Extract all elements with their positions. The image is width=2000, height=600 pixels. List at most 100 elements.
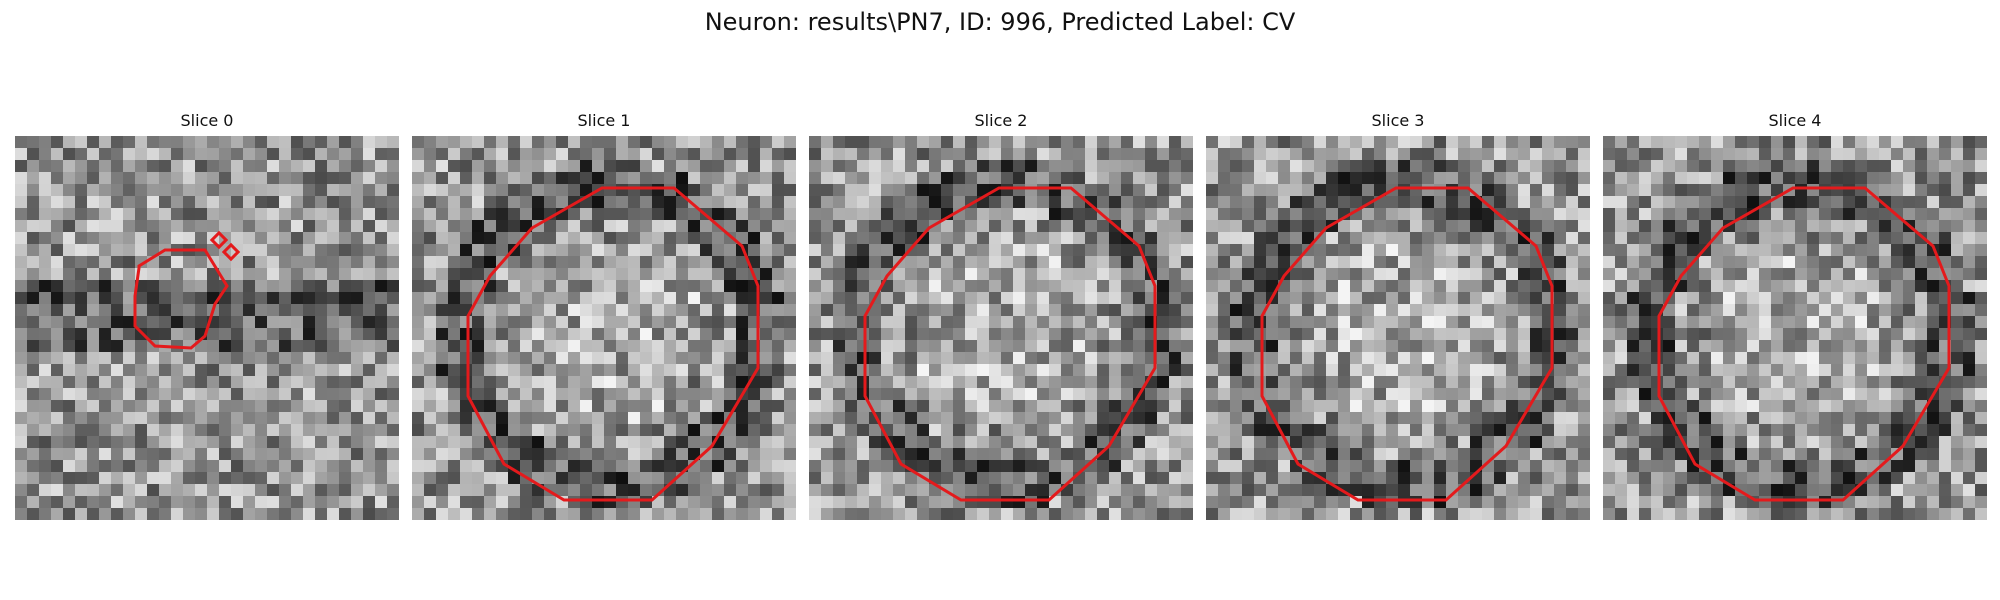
pixel [1518, 220, 1531, 233]
pixel [1061, 244, 1074, 257]
pixel [544, 364, 557, 377]
pixel [315, 424, 328, 437]
pixel [363, 460, 376, 473]
pixel [231, 160, 244, 173]
pixel [556, 472, 569, 485]
pixel [1891, 292, 1904, 305]
pixel [183, 508, 196, 520]
pixel [1843, 448, 1856, 461]
pixel [1711, 256, 1724, 269]
pixel [1831, 196, 1844, 209]
pixel [1951, 172, 1964, 185]
pixel [580, 316, 593, 329]
pixel [1795, 364, 1808, 377]
pixel [604, 508, 617, 520]
pixel [857, 364, 870, 377]
pixel [893, 412, 906, 425]
pixel [1230, 340, 1243, 353]
pixel [700, 376, 713, 389]
pixel [640, 484, 653, 497]
pixel [544, 244, 557, 257]
pixel [255, 484, 268, 497]
pixel [1699, 232, 1712, 245]
pixel [1795, 172, 1808, 185]
pixel [1783, 232, 1796, 245]
pixel [1169, 244, 1182, 257]
pixel [1494, 436, 1507, 449]
pixel [111, 340, 124, 353]
pixel [1073, 328, 1086, 341]
pixel [821, 220, 834, 233]
pixel [15, 280, 28, 293]
pixel [917, 292, 930, 305]
pixel [484, 172, 497, 185]
pixel [1506, 400, 1519, 413]
pixel [1831, 184, 1844, 197]
pixel [965, 328, 978, 341]
pixel [1927, 160, 1940, 173]
pixel [279, 268, 292, 281]
pixel [736, 436, 749, 449]
pixel [1747, 184, 1760, 197]
pixel [267, 184, 280, 197]
pixel [123, 400, 136, 413]
pixel [592, 364, 605, 377]
pixel [989, 256, 1002, 269]
pixel [688, 472, 701, 485]
pixel [1951, 316, 1964, 329]
pixel [1085, 352, 1098, 365]
pixel [520, 460, 533, 473]
pixel [315, 436, 328, 449]
pixel [1783, 220, 1796, 233]
pixel [27, 172, 40, 185]
pixel [1278, 400, 1291, 413]
pixel [700, 340, 713, 353]
pixel [700, 472, 713, 485]
pixel [1181, 448, 1193, 461]
pixel [1855, 208, 1868, 221]
pixel [1603, 304, 1616, 317]
pixel [1939, 388, 1952, 401]
pixel [1145, 388, 1158, 401]
pixel [1302, 232, 1315, 245]
pixel [1663, 148, 1676, 161]
pixel [532, 268, 545, 281]
pixel [1350, 376, 1363, 389]
pixel [363, 232, 376, 245]
pixel [700, 448, 713, 461]
pixel [1230, 292, 1243, 305]
pixel [568, 148, 581, 161]
pixel [532, 136, 545, 149]
pixel [905, 136, 918, 149]
pixel [736, 352, 749, 365]
pixel [1218, 268, 1231, 281]
pixel [1242, 136, 1255, 149]
pixel [977, 268, 990, 281]
pixel [1458, 436, 1471, 449]
pixel [1085, 436, 1098, 449]
pixel [1723, 316, 1736, 329]
pixel [881, 196, 894, 209]
pixel [1085, 328, 1098, 341]
pixel [1254, 328, 1267, 341]
pixel [1278, 256, 1291, 269]
pixel [905, 448, 918, 461]
pixel [1374, 136, 1387, 149]
pixel [965, 172, 978, 185]
pixel [231, 208, 244, 221]
pixel [1109, 160, 1122, 173]
pixel [1410, 328, 1423, 341]
pixel [1434, 484, 1447, 497]
pixel [724, 328, 737, 341]
pixel [1025, 256, 1038, 269]
pixel [905, 508, 918, 520]
pixel [63, 160, 76, 173]
pixel [387, 424, 399, 437]
pixel [1663, 256, 1676, 269]
pixel [748, 484, 761, 497]
pixel [484, 292, 497, 305]
pixel [1639, 400, 1652, 413]
pixel [568, 160, 581, 173]
pixel [279, 496, 292, 509]
pixel [676, 448, 689, 461]
